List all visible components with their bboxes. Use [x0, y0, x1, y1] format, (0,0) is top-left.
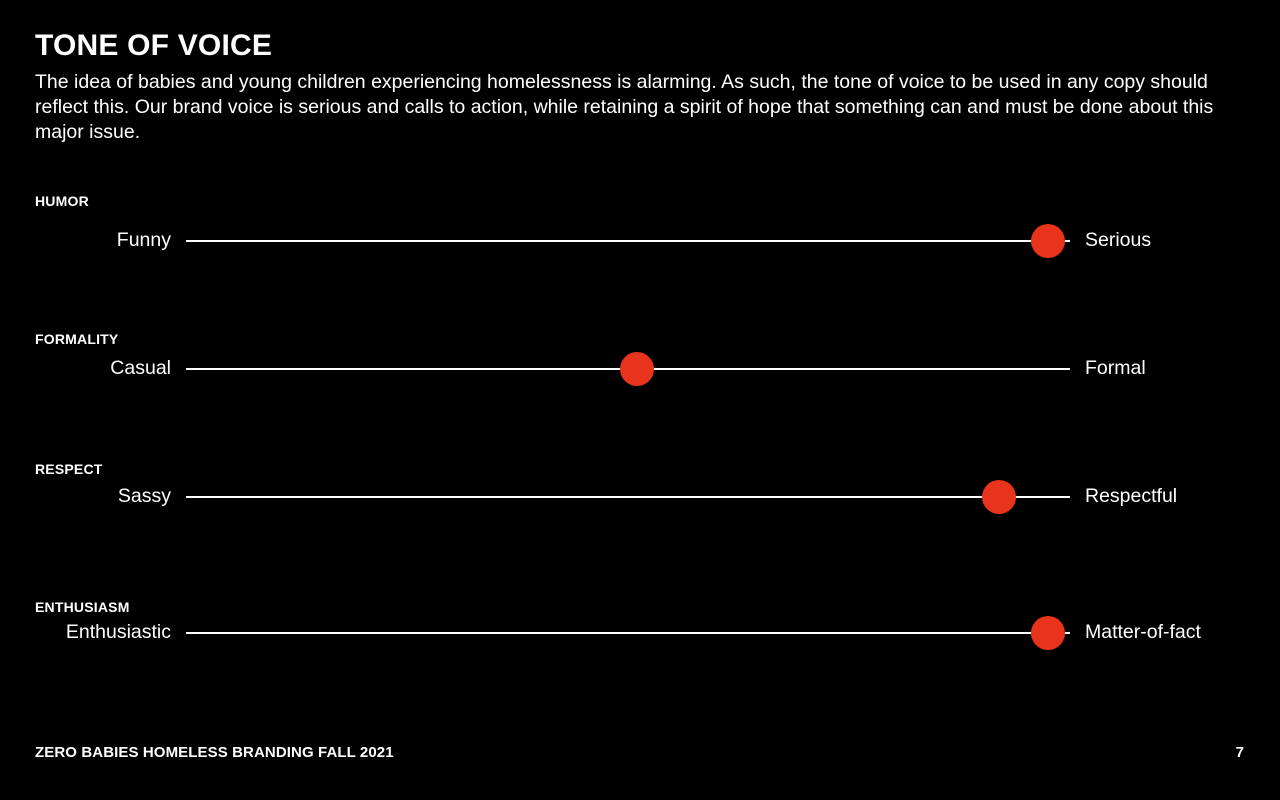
scale-right-label: Respectful [1085, 485, 1178, 507]
scale-heading: RESPECT [35, 461, 103, 477]
scale-right-label: Formal [1085, 357, 1146, 379]
intro-paragraph: The idea of babies and young children ex… [35, 71, 1214, 143]
scale-left-label: Funny [116, 229, 171, 251]
page-number: 7 [1235, 744, 1244, 761]
footer-title: ZERO BABIES HOMELESS BRANDING FALL 2021 [35, 744, 394, 761]
scale-left-label: Casual [110, 357, 171, 379]
page-title: TONE OF VOICE [35, 29, 273, 62]
scale-marker [619, 352, 654, 386]
scale-heading: ENTHUSIASM [35, 599, 130, 615]
scale-right-label: Matter-of-fact [1085, 621, 1201, 643]
scale-track [186, 496, 1070, 498]
scale-marker [982, 480, 1017, 514]
scale-respect: RESPECT Sassy Respectful [0, 461, 1280, 521]
scale-left-label: Sassy [117, 485, 171, 507]
scale-formality: FORMALITY Casual Formal [0, 331, 1280, 391]
scale-marker [1030, 616, 1065, 650]
scale-enthusiasm: ENTHUSIASM Enthusiastic Matter-of-fact [0, 599, 1280, 659]
scale-left-label: Enthusiastic [65, 621, 171, 643]
scale-heading: HUMOR [35, 193, 89, 209]
scale-humor: HUMOR Funny Serious [0, 193, 1280, 258]
scale-right-label: Serious [1085, 229, 1152, 251]
scale-heading: FORMALITY [35, 331, 119, 347]
scale-track [186, 240, 1070, 242]
scale-marker [1030, 224, 1065, 258]
scale-track [186, 632, 1070, 634]
